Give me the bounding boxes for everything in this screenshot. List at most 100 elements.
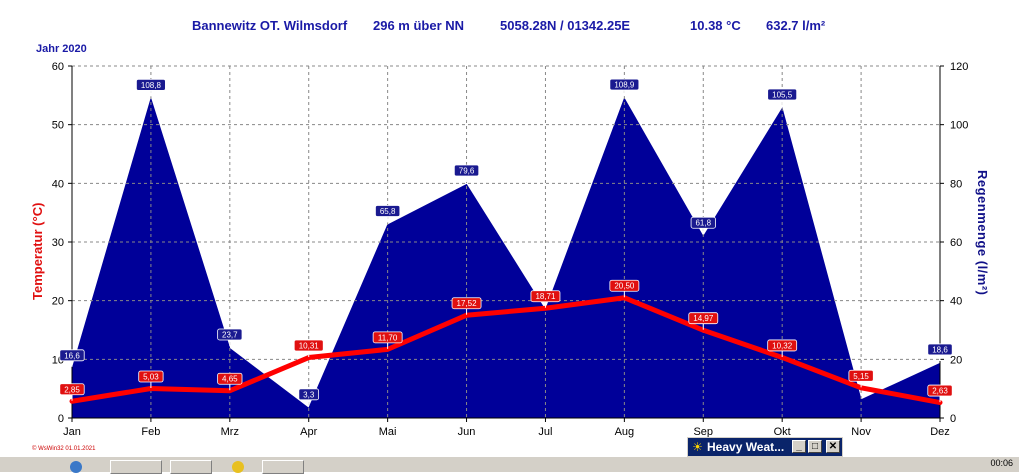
rain-data-label-box [59, 349, 85, 362]
x-tick-label: Jun [458, 426, 476, 438]
temperature-data-label-box [927, 384, 953, 397]
temperature-point [543, 306, 548, 311]
temperature-data-label: 10,31 [299, 342, 320, 351]
x-tick-label: Jan [63, 426, 81, 438]
year-label: Jahr 2020 [36, 43, 87, 55]
temperature-point [70, 399, 74, 404]
taskbar-clock: 00:06 [990, 458, 1013, 468]
temperature-data-label: 14,97 [693, 314, 714, 323]
temperature-data-label-box [372, 331, 403, 344]
y-right-tick-label: 120 [950, 61, 968, 73]
y-right-tick-label: 20 [950, 354, 962, 366]
rain-data-label: 61,8 [695, 219, 711, 228]
rain-data-label-box [298, 388, 320, 401]
x-tick-label: Dez [930, 426, 950, 438]
temperature-data-label: 2,63 [932, 387, 948, 396]
software-credit: © WsWin32 01.01.2021 [32, 446, 96, 452]
temperature-point [385, 347, 390, 352]
temperature-data-label: 11,70 [378, 333, 398, 342]
temperature-point [780, 355, 785, 360]
total-rainfall: 632.7 l/m² [766, 18, 826, 33]
x-tick-label: Sep [693, 426, 713, 438]
x-tick-label: Mai [379, 426, 397, 438]
rain-data-label-box [217, 328, 243, 341]
temperature-data-label: 5,03 [143, 372, 159, 381]
window-title: Heavy Weat... [707, 440, 785, 454]
rain-data-label-box [609, 78, 640, 91]
y-axis-right-label: Regenmenge (l/m²) [975, 170, 990, 296]
temperature-data-label-box [530, 290, 561, 303]
y-axis-left-label: Temperatur (°C) [30, 202, 45, 300]
rain-data-label-box [927, 343, 953, 356]
rain-data-label: 105,5 [772, 91, 793, 100]
temperature-data-label-box [767, 339, 798, 352]
temperature-data-label-box [451, 297, 482, 310]
temperature-data-label: 20,50 [614, 282, 635, 291]
x-tick-label: Nov [851, 426, 871, 438]
temperature-data-label-box [293, 339, 324, 352]
y-left-tick-label: 30 [52, 237, 64, 249]
temperature-point [622, 295, 627, 300]
temperature-point [306, 355, 311, 360]
x-tick-label: Mrz [221, 426, 239, 438]
chart-header: Bannewitz OT. Wilmsdorf 296 m über NN 50… [0, 18, 1019, 38]
y-left-tick-label: 0 [58, 413, 64, 425]
temperature-data-label-box [59, 383, 85, 396]
x-tick-label: Aug [615, 426, 635, 438]
x-tick-label: Jul [538, 426, 552, 438]
rain-data-label: 108,8 [141, 81, 162, 90]
temperature-line [69, 295, 943, 406]
y-left-tick-label: 60 [52, 61, 64, 73]
maximize-button[interactable]: □ [808, 440, 822, 453]
close-button[interactable]: ✕ [826, 440, 840, 453]
y-right-tick-label: 40 [950, 296, 962, 308]
taskbar-app-icon[interactable] [70, 461, 82, 473]
rain-data-label-box [375, 205, 401, 217]
taskbar-button[interactable] [262, 460, 304, 474]
temperature-data-label: 17,52 [457, 299, 478, 308]
rain-data-label: 108,9 [614, 81, 635, 90]
rain-data-label: 3,3 [303, 390, 315, 399]
data-labels: 16,6 108,8 23,7 3,3 65,8 79,6 108,9 61,8 105,5 18… [59, 78, 953, 406]
temperature-point [938, 400, 942, 405]
temperature-data-label: 10,32 [772, 341, 793, 350]
temperature-data-label: 4,65 [222, 375, 238, 384]
y-right-tick-label: 100 [950, 120, 968, 132]
y-right-tick-label: 60 [950, 237, 962, 249]
x-tick-label: Apr [300, 426, 317, 438]
rain-data-label-box [690, 216, 716, 229]
temperature-point [859, 385, 864, 390]
rain-data-label-box [453, 164, 480, 177]
temperature-data-label-box [688, 312, 719, 325]
temperature-data-label: 5,15 [853, 372, 869, 381]
minimized-window-heavy-weather[interactable]: ☀ Heavy Weat... _ □ ✕ [687, 437, 843, 457]
station-coordinates: 5058.28N / 01342.25E [500, 18, 631, 33]
taskbar-button[interactable] [110, 460, 162, 474]
temperature-data-label: 2,85 [64, 385, 80, 394]
rain-data-label: 18,6 [932, 345, 948, 354]
rain-data-label: 23,7 [222, 330, 238, 339]
sun-icon: ☀ [692, 440, 703, 454]
temperature-point [464, 313, 469, 318]
average-temperature: 10.38 °C [690, 18, 741, 33]
rain-data-label-box [136, 78, 166, 91]
temperature-point [148, 386, 153, 391]
y-right-tick-label: 0 [950, 413, 956, 425]
minimize-button[interactable]: _ [792, 440, 806, 453]
station-altitude: 296 m über NN [373, 18, 465, 33]
weather-tray-icon[interactable] [232, 461, 244, 473]
station-name: Bannewitz OT. Wilmsdorf [192, 18, 348, 33]
y-left-tick-label: 50 [52, 120, 64, 132]
temperature-data-label-box [609, 279, 640, 292]
rain-data-label: 79,6 [459, 167, 475, 176]
taskbar: 00:06 [0, 456, 1019, 474]
y-right-tick-label: 80 [950, 178, 962, 190]
temperature-point [701, 328, 706, 333]
y-left-tick-label: 40 [52, 178, 64, 190]
temperature-data-label-box [138, 370, 164, 383]
temperature-line-series [69, 295, 943, 406]
taskbar-button[interactable] [170, 460, 212, 474]
temperature-data-label-box [217, 372, 243, 385]
